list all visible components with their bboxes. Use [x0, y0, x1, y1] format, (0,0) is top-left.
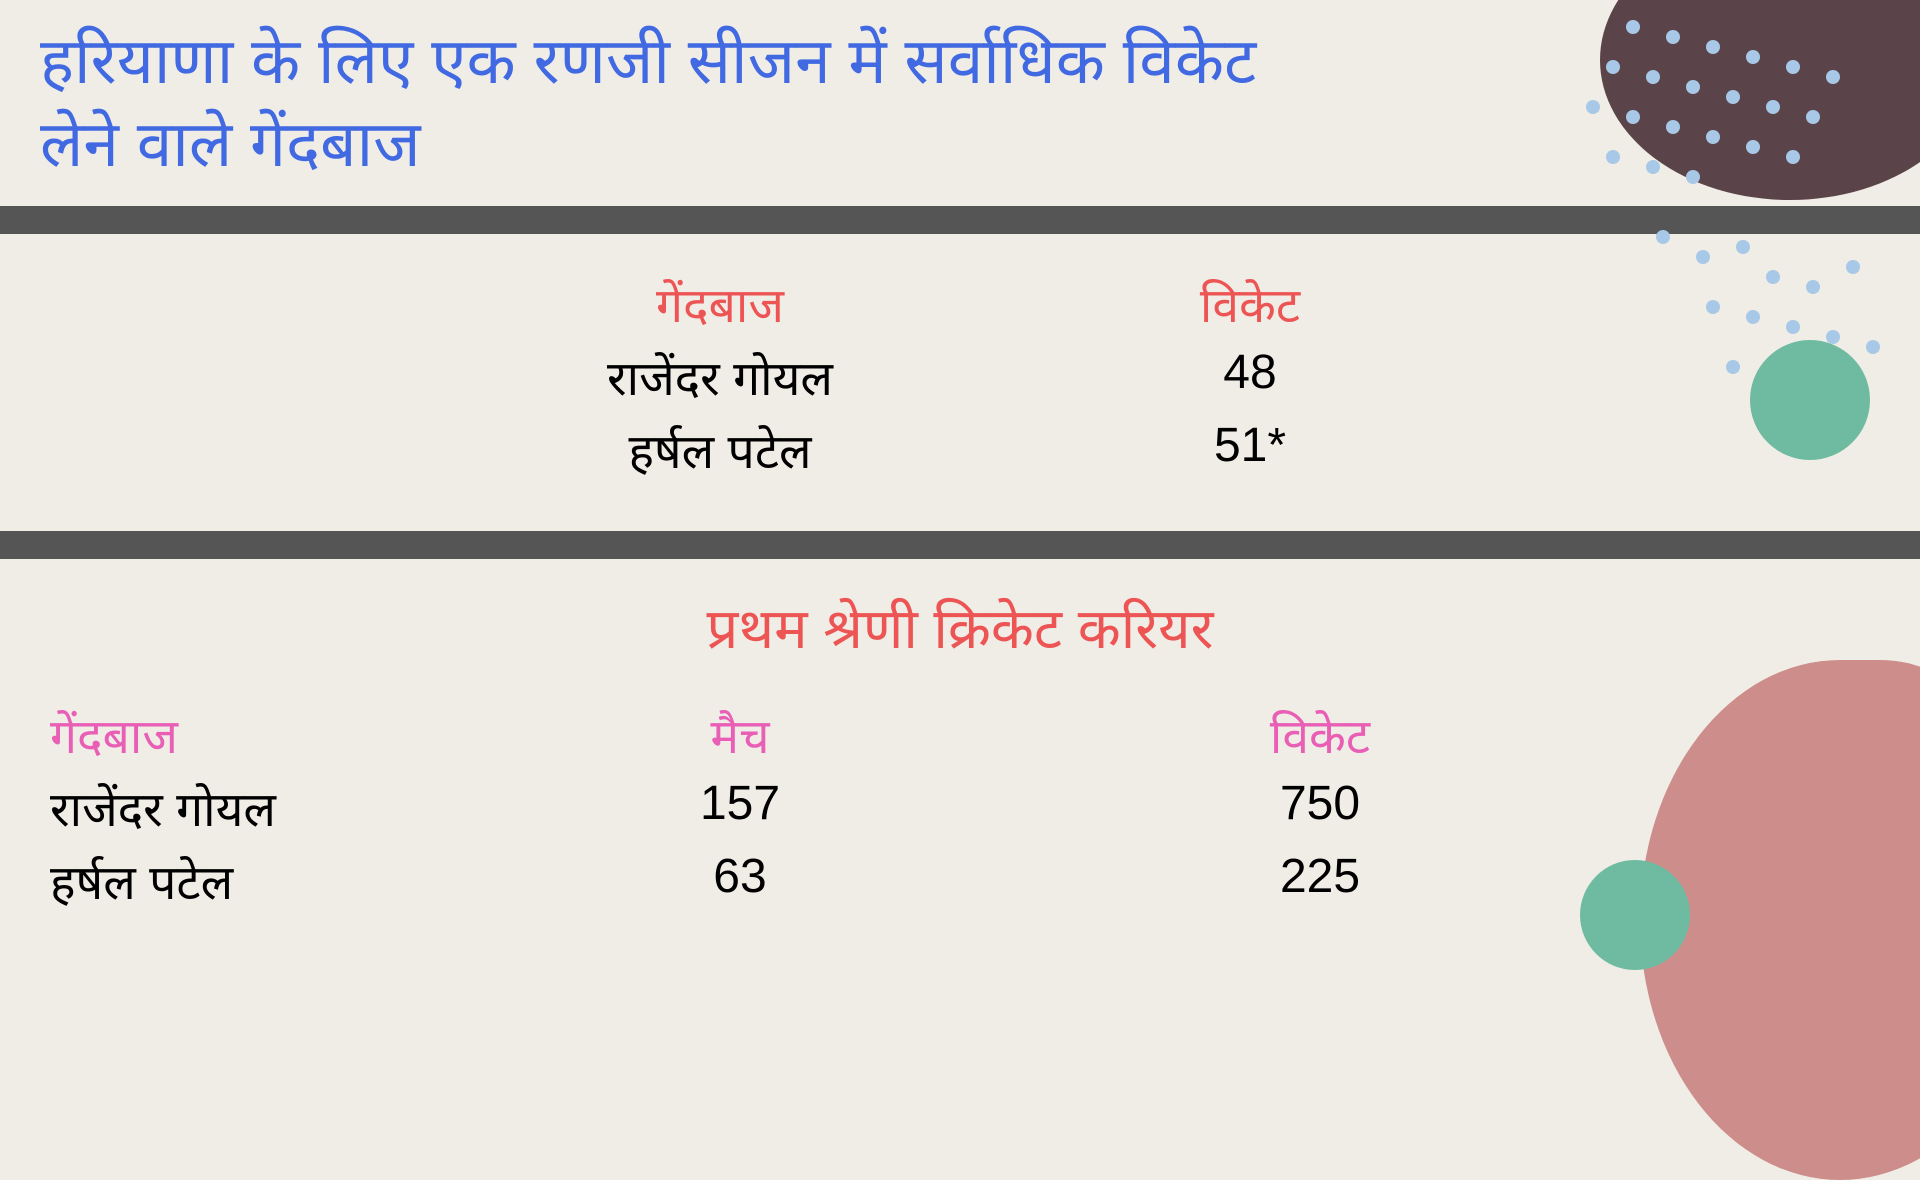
table-cell-matches: 157 [540, 776, 940, 841]
table-cell-wickets: 225 [1120, 849, 1520, 914]
decoration-dot [1646, 160, 1660, 174]
table-header-matches: मैच [540, 703, 940, 768]
decoration-dot [1706, 300, 1720, 314]
table-cell-bowler: राजेंदर गोयल [40, 776, 540, 841]
table-cell-wickets: 51* [1050, 418, 1450, 483]
decoration-dot [1626, 110, 1640, 124]
decoration-dot [1746, 140, 1760, 154]
decoration-dot [1846, 260, 1860, 274]
decoration-dot [1706, 40, 1720, 54]
decoration-dot [1736, 240, 1750, 254]
table-header-wickets: विकेट [1120, 703, 1520, 768]
decoration-dot [1696, 250, 1710, 264]
decoration-green-circle [1750, 340, 1870, 460]
decoration-dot [1606, 60, 1620, 74]
decoration-dot [1686, 80, 1700, 94]
decoration-dot [1806, 110, 1820, 124]
table-season-wickets: गेंदबाज विकेट राजेंदर गोयल 48 हर्षल पटेल… [0, 234, 1920, 531]
decoration-dot [1666, 120, 1680, 134]
decoration-dot [1746, 50, 1760, 64]
decoration-dot [1786, 320, 1800, 334]
decoration-dot [1606, 150, 1620, 164]
decoration-dot [1766, 100, 1780, 114]
decoration-dot [1626, 20, 1640, 34]
divider [0, 531, 1920, 559]
table-cell-bowler: हर्षल पटेल [40, 849, 540, 914]
decoration-dot [1646, 70, 1660, 84]
decoration-dot [1666, 30, 1680, 44]
decoration-dot [1826, 70, 1840, 84]
table-cell-bowler: हर्षल पटेल [470, 418, 970, 483]
decoration-dot [1866, 340, 1880, 354]
table-cell-matches: 63 [540, 849, 940, 914]
divider [0, 206, 1920, 234]
decoration-dot [1806, 280, 1820, 294]
decoration-green-circle [1580, 860, 1690, 970]
decoration-dot [1746, 310, 1760, 324]
table-header-wickets: विकेट [1050, 272, 1450, 337]
decoration-dot [1656, 230, 1670, 244]
decoration-dot [1786, 60, 1800, 74]
decoration-dot [1706, 130, 1720, 144]
decoration-dot [1726, 360, 1740, 374]
table-cell-bowler: राजेंदर गोयल [470, 345, 970, 410]
decoration-dot [1726, 90, 1740, 104]
decoration-dot [1586, 100, 1600, 114]
decoration-dot [1786, 150, 1800, 164]
table-cell-wickets: 48 [1050, 345, 1450, 410]
table-cell-wickets: 750 [1120, 776, 1520, 841]
main-title: हरियाणा के लिए एक रणजी सीजन में सर्वाधिक… [0, 0, 1300, 206]
table-header-bowler: गेंदबाज [470, 272, 970, 337]
table-header-bowler: गेंदबाज [40, 703, 540, 768]
section-title-career: प्रथम श्रेणी क्रिकेट करियर [0, 559, 1920, 685]
decoration-dot [1686, 170, 1700, 184]
decoration-dot [1766, 270, 1780, 284]
